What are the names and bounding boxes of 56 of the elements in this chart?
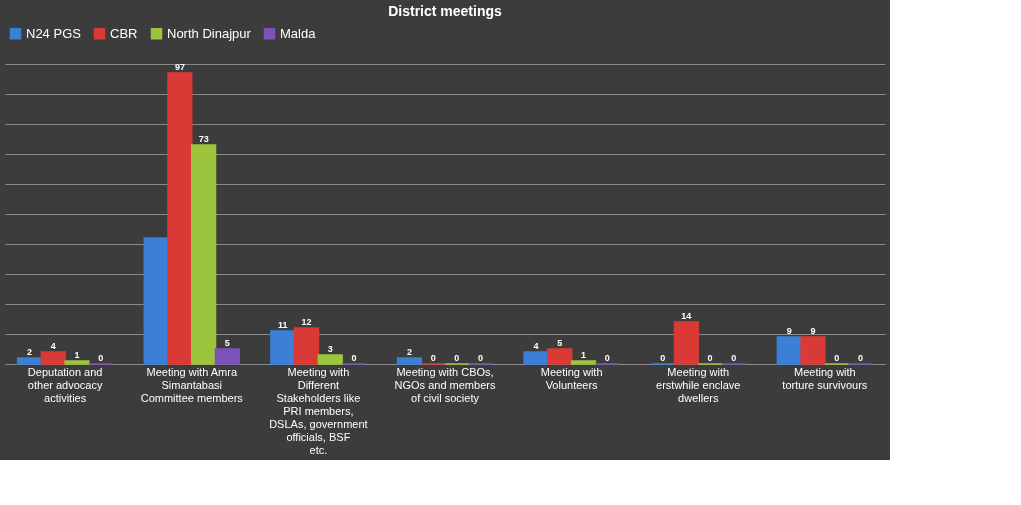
legend-label: North Dinajpur bbox=[167, 25, 252, 41]
bar bbox=[40, 351, 66, 365]
data-label: 0 bbox=[707, 353, 713, 363]
bar bbox=[167, 72, 193, 365]
data-label: 5 bbox=[557, 338, 563, 348]
data-label: 4 bbox=[533, 341, 539, 351]
chart-title: District meetings bbox=[388, 3, 502, 19]
data-label: 11 bbox=[278, 320, 288, 330]
legend-label: Malda bbox=[280, 25, 317, 41]
data-label: 0 bbox=[731, 353, 737, 363]
data-label: 1 bbox=[74, 350, 80, 360]
x-tick-label: Meeting with Amra Simantabasi Committee members bbox=[140, 365, 244, 404]
bar bbox=[214, 348, 240, 365]
x-tick-label: Meeting with CBOs, NGOs and members of civil society bbox=[394, 365, 496, 404]
data-label: 0 bbox=[454, 353, 460, 363]
data-label: 14 bbox=[681, 311, 692, 321]
bar bbox=[16, 357, 43, 365]
data-label: 4 bbox=[50, 341, 56, 351]
data-label: 5 bbox=[224, 338, 230, 348]
bar bbox=[191, 144, 217, 365]
legend-label: CBR bbox=[110, 25, 138, 41]
x-tick-label: Meeting with torture survivours bbox=[782, 365, 868, 391]
data-label: 0 bbox=[478, 353, 484, 363]
legend-label: N24 PGS bbox=[26, 25, 82, 41]
data-label: 0 bbox=[857, 353, 863, 363]
bar bbox=[523, 351, 549, 365]
bar bbox=[317, 354, 343, 365]
data-label: 0 bbox=[660, 353, 666, 363]
data-label: 0 bbox=[430, 353, 436, 363]
bar bbox=[570, 360, 597, 365]
bar bbox=[396, 357, 423, 365]
x-tick-label: Meeting with erstwhile enclave dwellers bbox=[656, 365, 741, 404]
bar bbox=[776, 336, 802, 365]
data-label: 3 bbox=[327, 344, 333, 354]
data-label: 0 bbox=[98, 353, 104, 363]
bar bbox=[64, 360, 90, 365]
data-label: 2 bbox=[27, 347, 33, 357]
data-label: 97 bbox=[174, 62, 185, 72]
bar bbox=[673, 321, 699, 365]
data-label: 73 bbox=[198, 134, 209, 144]
bar bbox=[800, 336, 826, 365]
data-label: 0 bbox=[834, 353, 840, 363]
bar bbox=[547, 348, 573, 365]
data-label: 0 bbox=[351, 353, 357, 363]
bar bbox=[270, 330, 296, 365]
data-label: 9 bbox=[786, 326, 792, 336]
data-label: 9 bbox=[810, 326, 816, 336]
x-tick-label: Deputation and other advocacy activities bbox=[27, 365, 103, 404]
x-tick-label: Meeting with Different Stakeholders like PRI members, DSLAs, government officials, BSF etc. bbox=[269, 365, 368, 456]
bar bbox=[143, 237, 169, 365]
data-label: 12 bbox=[301, 317, 312, 327]
data-label: 0 bbox=[604, 353, 610, 363]
data-label: 1 bbox=[580, 350, 586, 360]
data-label: 2 bbox=[406, 347, 412, 357]
bar bbox=[293, 327, 320, 365]
x-tick-label: Meeting with Volunteers bbox=[540, 365, 603, 391]
